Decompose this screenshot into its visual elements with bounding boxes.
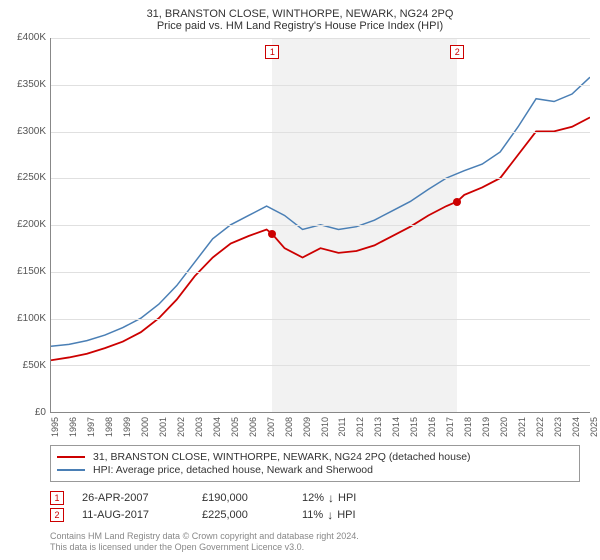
arrow-down-icon: ↓ bbox=[327, 508, 333, 522]
arrow-down-icon: ↓ bbox=[328, 491, 334, 505]
x-tick-label: 1999 bbox=[122, 417, 132, 437]
x-tick-label: 2010 bbox=[320, 417, 330, 437]
x-tick-label: 2009 bbox=[302, 417, 312, 437]
sales-date: 26-APR-2007 bbox=[82, 492, 202, 504]
x-tick-label: 2013 bbox=[373, 417, 383, 437]
sales-diff: 12% ↓ HPI bbox=[302, 491, 356, 505]
legend-item: 31, BRANSTON CLOSE, WINTHORPE, NEWARK, N… bbox=[57, 451, 573, 463]
gridline bbox=[51, 132, 590, 133]
y-axis: £400K£350K£300K£250K£200K£150K£100K£50K£… bbox=[10, 38, 50, 413]
x-tick-label: 2011 bbox=[337, 417, 347, 436]
chart-area: £400K£350K£300K£250K£200K£150K£100K£50K£… bbox=[10, 38, 590, 413]
sales-table: 126-APR-2007£190,00012%↓HPI211-AUG-2017£… bbox=[50, 488, 580, 525]
x-tick-label: 2014 bbox=[391, 417, 401, 437]
gridline bbox=[51, 225, 590, 226]
gridline bbox=[51, 178, 590, 179]
series-property bbox=[51, 117, 590, 360]
sale-marker-box: 2 bbox=[450, 45, 464, 59]
sales-diff-vs: HPI bbox=[337, 509, 355, 521]
plot-area: 12 bbox=[50, 38, 590, 413]
x-tick-label: 1996 bbox=[68, 417, 78, 437]
x-tick-label: 1997 bbox=[86, 417, 96, 437]
legend-item: HPI: Average price, detached house, Newa… bbox=[57, 464, 573, 476]
legend: 31, BRANSTON CLOSE, WINTHORPE, NEWARK, N… bbox=[50, 445, 580, 482]
sales-marker: 2 bbox=[50, 508, 64, 522]
sale-marker-point bbox=[453, 198, 461, 206]
x-tick-label: 1998 bbox=[104, 417, 114, 437]
x-tick-label: 2000 bbox=[140, 417, 150, 437]
x-tick-label: 2024 bbox=[571, 417, 581, 437]
legend-swatch bbox=[57, 469, 85, 471]
sales-diff: 11% ↓ HPI bbox=[302, 508, 356, 522]
x-tick-label: 2006 bbox=[248, 417, 258, 437]
sales-diff-pct: 12% bbox=[302, 492, 324, 504]
x-tick-label: 2019 bbox=[481, 417, 491, 437]
x-tick-label: 2003 bbox=[194, 417, 204, 437]
gridline bbox=[51, 38, 590, 39]
x-tick-label: 2016 bbox=[427, 417, 437, 437]
sales-diff-vs: HPI bbox=[338, 492, 356, 504]
sales-diff-pct: 11% bbox=[302, 509, 323, 521]
sales-price: £225,000 bbox=[202, 509, 302, 521]
gridline bbox=[51, 365, 590, 366]
x-tick-label: 2020 bbox=[499, 417, 509, 437]
x-tick-label: 2025 bbox=[589, 417, 599, 437]
x-tick-label: 2022 bbox=[535, 417, 545, 437]
x-tick-label: 2002 bbox=[176, 417, 186, 437]
x-tick-label: 2004 bbox=[212, 417, 222, 437]
sales-date: 11-AUG-2017 bbox=[82, 509, 202, 521]
gridline bbox=[51, 85, 590, 86]
title-line-1: 31, BRANSTON CLOSE, WINTHORPE, NEWARK, N… bbox=[10, 8, 590, 20]
x-tick-label: 2005 bbox=[230, 417, 240, 437]
x-tick-label: 1995 bbox=[50, 417, 60, 437]
chart-title: 31, BRANSTON CLOSE, WINTHORPE, NEWARK, N… bbox=[10, 8, 590, 32]
x-tick-label: 2021 bbox=[517, 417, 527, 437]
x-tick-label: 2017 bbox=[445, 417, 455, 437]
x-axis: 1995 1996 1997 1998 1999 2000 2001 2002 2003 2004… bbox=[50, 413, 590, 441]
gridline bbox=[51, 272, 590, 273]
sales-price: £190,000 bbox=[202, 492, 302, 504]
x-tick-label: 2012 bbox=[355, 417, 365, 437]
x-tick-label: 2001 bbox=[158, 417, 168, 437]
x-tick-label: 2023 bbox=[553, 417, 563, 437]
footer-line-2: This data is licensed under the Open Gov… bbox=[50, 542, 580, 554]
x-tick-label: 2008 bbox=[284, 417, 294, 437]
title-line-2: Price paid vs. HM Land Registry's House … bbox=[10, 20, 590, 32]
sales-row: 1 26-APR-2007£190,00012% ↓ HPI bbox=[50, 491, 580, 505]
footer-line-1: Contains HM Land Registry data © Crown c… bbox=[50, 531, 580, 543]
legend-label: 31, BRANSTON CLOSE, WINTHORPE, NEWARK, N… bbox=[93, 451, 471, 463]
x-tick-label: 2018 bbox=[463, 417, 473, 437]
legend-label: HPI: Average price, detached house, Newa… bbox=[93, 464, 373, 476]
sales-row: 2 11-AUG-2017£225,00011% ↓ HPI bbox=[50, 508, 580, 522]
footer: Contains HM Land Registry data © Crown c… bbox=[50, 531, 580, 554]
x-tick-label: 2007 bbox=[266, 417, 276, 437]
sale-marker-point bbox=[268, 230, 276, 238]
x-tick-label: 2015 bbox=[409, 417, 419, 437]
sale-marker-box: 1 bbox=[265, 45, 279, 59]
legend-swatch bbox=[57, 456, 85, 458]
gridline bbox=[51, 319, 590, 320]
series-hpi bbox=[51, 77, 590, 346]
sales-marker: 1 bbox=[50, 491, 64, 505]
